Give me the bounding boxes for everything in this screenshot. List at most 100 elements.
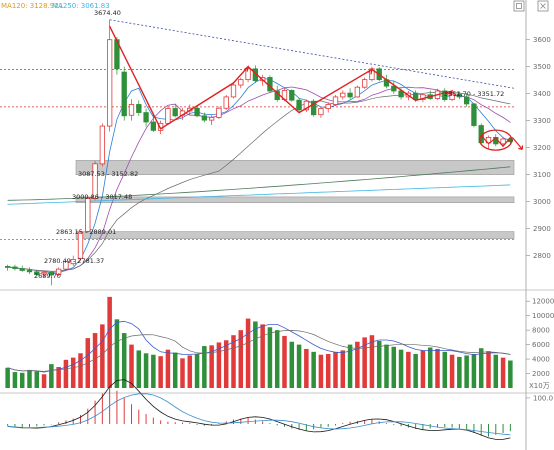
down-arrow: [511, 137, 523, 150]
close-icon: [540, 3, 546, 9]
candle-body: [208, 117, 215, 121]
volume-bar: [464, 355, 469, 388]
volume-bar: [282, 335, 287, 388]
volume-ma10-line: [7, 330, 511, 372]
volume-bar: [311, 351, 316, 388]
support-band: [75, 231, 515, 239]
volume-tick-label: 10000: [532, 312, 554, 320]
volume-bar: [180, 358, 185, 388]
support-band: [75, 196, 515, 204]
candle-body: [223, 96, 229, 109]
volume-bar: [493, 354, 499, 388]
volume-bar: [121, 333, 127, 388]
volume-bar: [274, 330, 280, 388]
candle-body: [347, 92, 353, 98]
zigzag-arrowhead: [243, 65, 249, 72]
wave-zigzag: [108, 25, 453, 130]
volume-bar: [369, 335, 375, 388]
volume-bar: [56, 367, 61, 388]
volume-bar: [267, 327, 273, 388]
candle-body: [150, 121, 157, 131]
volume-tick-label: 6000: [532, 341, 550, 349]
volume-bar: [260, 324, 265, 388]
volume-bar: [19, 372, 25, 388]
candle-body: [230, 84, 237, 98]
annotation-a4: 2863.15 - 2889.01: [56, 228, 116, 236]
price-tick-label: 3300: [533, 117, 551, 125]
volume-bar: [41, 374, 47, 388]
candle-body: [216, 107, 222, 118]
candle-body: [201, 115, 208, 121]
candle-body: [245, 68, 251, 81]
chart-toolbar[interactable]: [513, 0, 549, 12]
volume-bar: [347, 344, 353, 388]
volume-bar: [27, 369, 32, 388]
restore-button[interactable]: [513, 0, 525, 12]
price-tick-label: 3200: [533, 144, 551, 152]
annotation-a2: 3087.53 - 3152.82: [78, 170, 138, 178]
volume-bar: [253, 321, 258, 388]
volume-bar: [216, 342, 222, 388]
volume-bar: [34, 371, 40, 388]
macd-histogram: [7, 379, 511, 440]
candle-body: [85, 197, 91, 232]
volume-bar: [486, 351, 491, 388]
volume-bar: [362, 337, 367, 388]
volume-tick-label: 12000: [532, 298, 554, 306]
candle-body: [238, 79, 244, 86]
candle-body: [63, 261, 69, 270]
candle-body: [143, 112, 149, 123]
volume-bar: [478, 348, 484, 388]
candle-body: [354, 86, 361, 98]
volume-tick-label: 8000: [532, 327, 550, 335]
candle-body: [55, 268, 62, 275]
volume-bar: [427, 347, 433, 388]
zigzag-arrowhead: [367, 67, 373, 75]
ma250-legend-label: MA250: 3061.83: [52, 2, 110, 10]
candle-body: [500, 138, 506, 145]
ma30-line: [7, 91, 511, 272]
moving-average-lines: [7, 77, 511, 274]
candle-body: [456, 93, 463, 98]
volume-bar: [172, 352, 178, 388]
volume-bar: [100, 324, 105, 388]
volume-bar: [457, 356, 462, 388]
volume-multiplier-label: X10万: [529, 382, 550, 390]
ma10-line: [7, 86, 511, 272]
volume-bar: [5, 367, 10, 388]
volume-bar: [143, 353, 149, 388]
volume-tick-label: 2000: [532, 370, 550, 378]
resistance-trendline: [109, 19, 515, 89]
volume-bar: [165, 349, 171, 388]
ma120-line: [7, 166, 511, 201]
volume-bar: [391, 346, 397, 388]
volume-bar: [92, 333, 98, 388]
volume-bar: [194, 354, 200, 388]
candle-body: [303, 100, 310, 111]
candle-body: [70, 258, 76, 265]
volume-bar: [202, 346, 207, 388]
volume-bar: [245, 318, 251, 388]
volume-bar: [333, 351, 338, 388]
volume-bar: [70, 357, 76, 388]
annotation-high: 3674.40: [94, 9, 121, 17]
support-band: [75, 160, 515, 175]
ma120-legend-label: MA120: 3128.921: [1, 2, 63, 10]
volume-bar: [406, 351, 411, 388]
candle-body: [136, 104, 142, 113]
candle-body: [340, 92, 346, 98]
candle-body: [361, 79, 368, 88]
volume-bar: [136, 350, 142, 388]
volume-axis: 12000 10000 8000 6000 4000 2000 X10万: [526, 298, 554, 390]
volume-bar: [296, 344, 302, 388]
volume-bar: [398, 349, 404, 388]
candle-body: [12, 266, 18, 269]
price-tick-label: 2900: [533, 225, 551, 233]
volume-bar: [289, 341, 295, 388]
candle-body: [92, 163, 98, 199]
volume-bar: [471, 354, 477, 388]
ma5-line: [7, 77, 511, 274]
volume-bar: [231, 335, 236, 388]
volume-bar: [355, 341, 360, 388]
